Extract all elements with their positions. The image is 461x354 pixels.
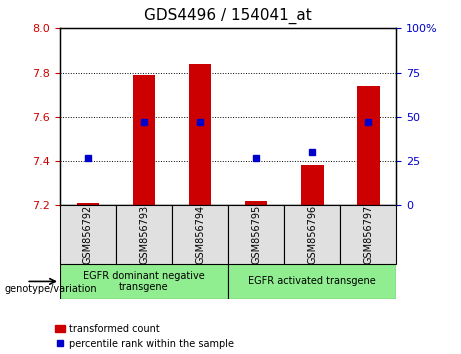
Bar bbox=[301, 166, 324, 205]
FancyBboxPatch shape bbox=[284, 205, 340, 264]
FancyBboxPatch shape bbox=[340, 205, 396, 264]
Bar bbox=[245, 201, 267, 205]
Bar bbox=[357, 86, 379, 205]
FancyBboxPatch shape bbox=[172, 205, 228, 264]
Bar bbox=[189, 64, 211, 205]
Text: EGFR activated transgene: EGFR activated transgene bbox=[248, 276, 376, 286]
Legend: transformed count, percentile rank within the sample: transformed count, percentile rank withi… bbox=[51, 320, 238, 353]
Bar bbox=[77, 203, 99, 205]
FancyBboxPatch shape bbox=[228, 205, 284, 264]
Text: GSM856792: GSM856792 bbox=[83, 205, 93, 264]
FancyBboxPatch shape bbox=[60, 205, 116, 264]
Bar bbox=[133, 75, 155, 205]
FancyBboxPatch shape bbox=[116, 205, 172, 264]
Title: GDS4496 / 154041_at: GDS4496 / 154041_at bbox=[144, 8, 312, 24]
Text: genotype/variation: genotype/variation bbox=[5, 284, 97, 293]
Text: EGFR dominant negative
transgene: EGFR dominant negative transgene bbox=[83, 270, 205, 292]
Text: GSM856795: GSM856795 bbox=[251, 205, 261, 264]
Text: GSM856794: GSM856794 bbox=[195, 205, 205, 264]
FancyBboxPatch shape bbox=[60, 264, 228, 299]
Text: GSM856796: GSM856796 bbox=[307, 205, 317, 264]
Text: GSM856793: GSM856793 bbox=[139, 205, 149, 264]
Text: GSM856797: GSM856797 bbox=[363, 205, 373, 264]
FancyBboxPatch shape bbox=[228, 264, 396, 299]
